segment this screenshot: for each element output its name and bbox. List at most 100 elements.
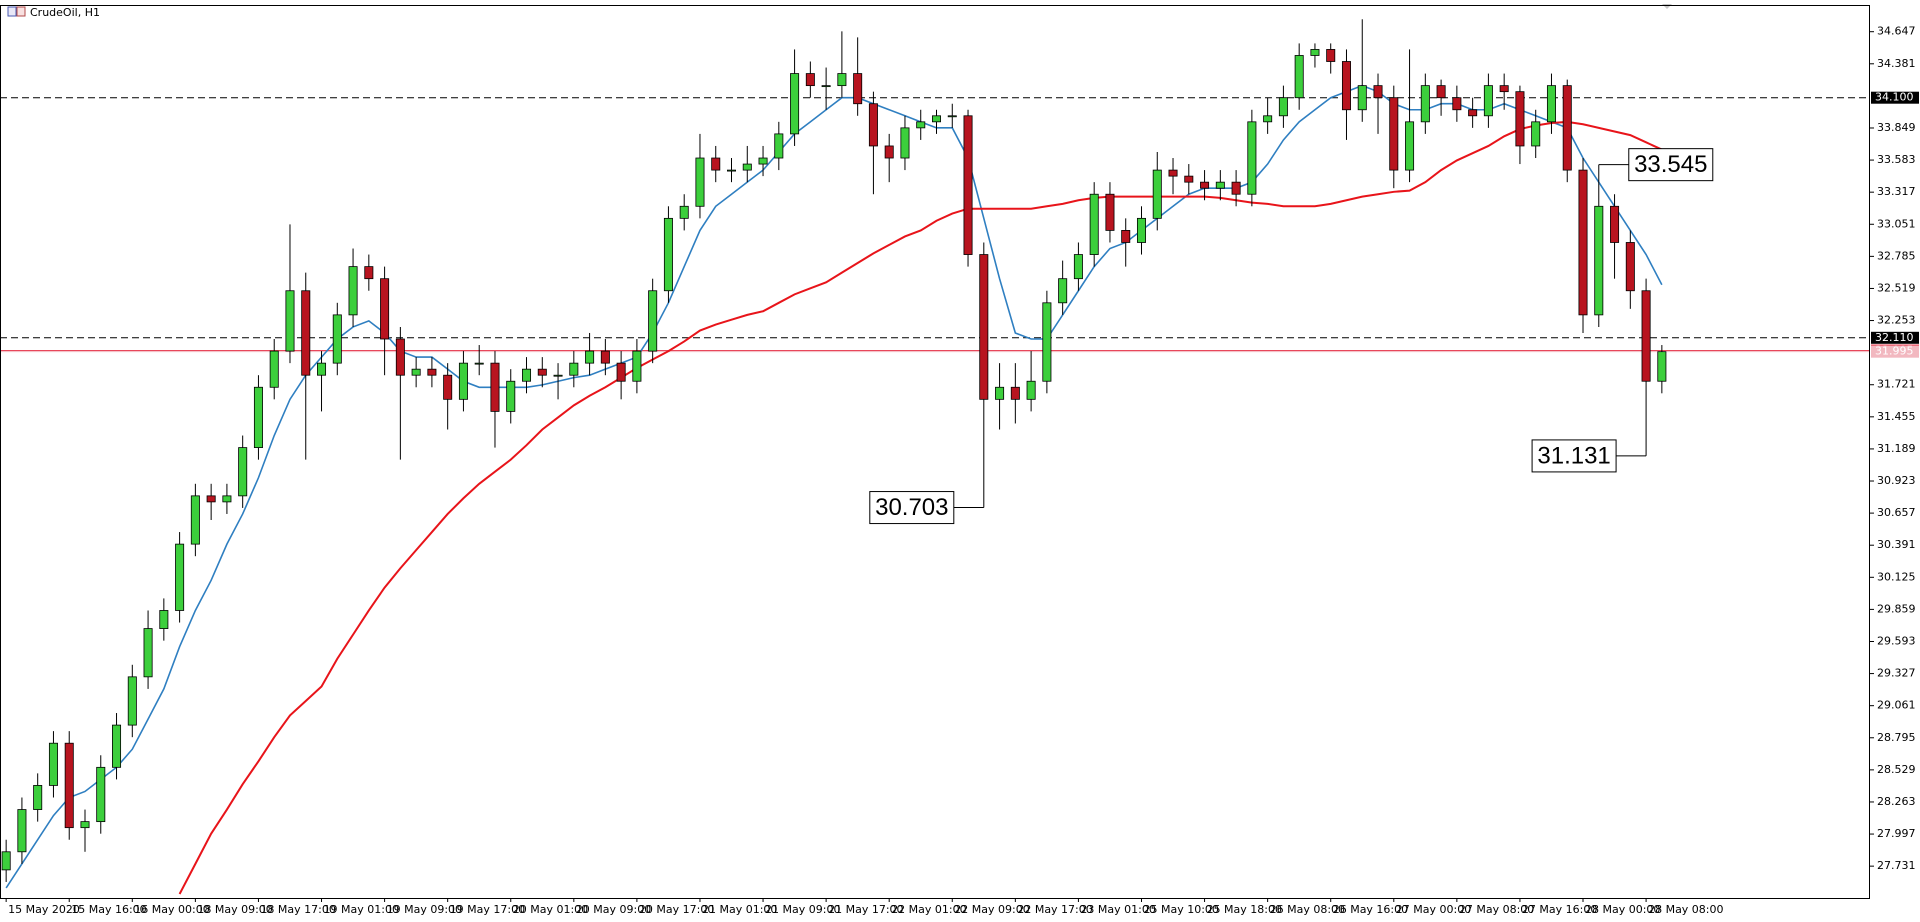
candle-body bbox=[1452, 97, 1462, 111]
candle-body bbox=[1026, 380, 1036, 400]
x-tick-label: 28 May 08:00 bbox=[1648, 903, 1723, 916]
candle-body bbox=[427, 368, 437, 376]
candle-body bbox=[1168, 169, 1178, 177]
x-tick-label: 26 May 08:00 bbox=[1270, 903, 1345, 916]
annotation-box bbox=[1531, 439, 1617, 473]
candle-body bbox=[774, 133, 784, 159]
y-tick-label: 32.519 bbox=[1877, 281, 1916, 294]
y-tick-label: 27.731 bbox=[1877, 859, 1916, 872]
candle-body bbox=[17, 809, 27, 853]
candle-body bbox=[632, 350, 642, 382]
candle-body bbox=[1058, 278, 1068, 304]
candle-body bbox=[585, 350, 595, 364]
x-tick-label: 16 May 00:00 bbox=[134, 903, 209, 916]
candle-body bbox=[112, 724, 122, 768]
x-tick-label: 20 May 01:00 bbox=[513, 903, 588, 916]
candle-body bbox=[1468, 109, 1478, 117]
candle-body bbox=[301, 290, 311, 376]
candle-body bbox=[600, 350, 610, 364]
candle-body bbox=[947, 115, 957, 118]
candle-body bbox=[868, 103, 878, 147]
x-tick-label: 27 May 08:00 bbox=[1459, 903, 1534, 916]
y-tick-label: 33.317 bbox=[1877, 185, 1916, 198]
candle-body bbox=[1, 851, 11, 871]
candle-body bbox=[1515, 91, 1525, 147]
candle-body bbox=[1263, 115, 1273, 123]
y-tick-label: 32.253 bbox=[1877, 314, 1916, 327]
candle-body bbox=[758, 157, 768, 165]
x-tick-label: 28 May 00:00 bbox=[1585, 903, 1660, 916]
candle-body bbox=[522, 368, 532, 382]
candle-body bbox=[1326, 49, 1336, 62]
candle-body bbox=[506, 380, 516, 412]
price-level-label: 32.110 bbox=[1875, 331, 1914, 344]
candle-body bbox=[332, 314, 342, 364]
candle-body bbox=[317, 362, 327, 376]
candle-body bbox=[1105, 193, 1115, 231]
candle-body bbox=[190, 495, 200, 545]
candle-body bbox=[364, 266, 374, 280]
candle-body bbox=[537, 368, 547, 376]
candle-body bbox=[443, 374, 453, 400]
candle-body bbox=[995, 386, 1005, 400]
y-tick-label: 29.327 bbox=[1877, 667, 1916, 680]
x-tick-label: 21 May 09:00 bbox=[765, 903, 840, 916]
candle-body bbox=[742, 163, 752, 171]
x-tick-label: 25 May 18:00 bbox=[1207, 903, 1282, 916]
annotation-label: 33.545 bbox=[1634, 151, 1707, 178]
candle-body bbox=[33, 785, 43, 810]
y-tick-label: 30.125 bbox=[1877, 570, 1916, 583]
candle-body bbox=[853, 73, 863, 105]
candle-body bbox=[1200, 181, 1210, 189]
candle-body bbox=[916, 121, 926, 129]
chart-title: CrudeOil, H1 bbox=[30, 6, 100, 19]
x-tick-label: 19 May 01:00 bbox=[324, 903, 399, 916]
annotation-label: 31.131 bbox=[1537, 442, 1610, 469]
candle-body bbox=[1357, 85, 1367, 111]
candle-body bbox=[1341, 61, 1351, 111]
x-tick-label: 19 May 17:00 bbox=[450, 903, 525, 916]
x-tick-label: 23 May 01:00 bbox=[1080, 903, 1155, 916]
candle-body bbox=[1121, 230, 1131, 243]
candle-body bbox=[1294, 55, 1304, 99]
x-tick-label: 20 May 09:00 bbox=[576, 903, 651, 916]
y-tick-label: 31.189 bbox=[1877, 442, 1916, 455]
price-level-label: 34.100 bbox=[1875, 91, 1914, 104]
y-tick-label: 29.061 bbox=[1877, 699, 1916, 712]
annotation-box bbox=[1628, 148, 1714, 182]
annotation-label: 30.703 bbox=[875, 494, 948, 521]
candle-body bbox=[805, 73, 815, 87]
candle-body bbox=[458, 362, 468, 400]
annotation-box bbox=[869, 491, 955, 525]
candle-body bbox=[96, 766, 106, 823]
candle-body bbox=[1578, 169, 1588, 316]
x-tick-label: 26 May 16:00 bbox=[1333, 903, 1408, 916]
y-tick-label: 33.583 bbox=[1877, 153, 1916, 166]
candle-body bbox=[1499, 85, 1509, 93]
y-tick-label: 27.997 bbox=[1877, 827, 1916, 840]
candle-body bbox=[663, 217, 673, 292]
candle-body bbox=[222, 495, 232, 503]
candle-body bbox=[1594, 205, 1604, 316]
y-tick-label: 31.455 bbox=[1877, 410, 1916, 423]
y-tick-label: 32.785 bbox=[1877, 249, 1916, 262]
candle-body bbox=[1641, 290, 1651, 382]
candle-body bbox=[1610, 205, 1620, 243]
candle-body bbox=[569, 362, 579, 376]
y-tick-label: 30.657 bbox=[1877, 506, 1916, 519]
candle-body bbox=[1010, 386, 1020, 400]
y-tick-label: 28.263 bbox=[1877, 795, 1916, 808]
y-tick-label: 33.849 bbox=[1877, 121, 1916, 134]
candle-body bbox=[1278, 97, 1288, 117]
candle-body bbox=[1215, 181, 1225, 189]
price-level-label: 31.995 bbox=[1875, 345, 1914, 358]
candle-body bbox=[1436, 85, 1446, 99]
y-tick-label: 29.859 bbox=[1877, 602, 1916, 615]
x-tick-label: 22 May 09:00 bbox=[954, 903, 1029, 916]
candle-body bbox=[490, 362, 500, 412]
candle-body bbox=[1231, 181, 1241, 195]
candle-body bbox=[1042, 302, 1052, 382]
candle-body bbox=[884, 145, 894, 159]
y-tick-label: 34.381 bbox=[1877, 57, 1916, 70]
candle-body bbox=[931, 115, 941, 123]
